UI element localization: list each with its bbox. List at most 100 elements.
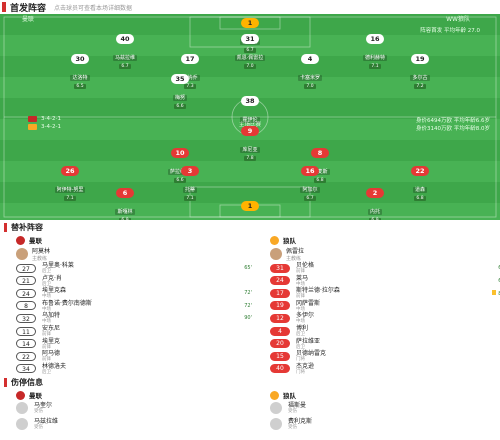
away-player[interactable]: 10 萨拉维亚 6.6	[150, 148, 210, 183]
sub-number: 8	[16, 301, 36, 311]
player-name: 达洛特	[70, 75, 90, 81]
sub-row[interactable]: 15 贝德纳雷克 门将	[270, 350, 500, 362]
player-number: 4	[301, 54, 319, 64]
away-player[interactable]: 6 斯嘎林 6.9	[95, 188, 155, 220]
injury-text: 马奎尔 受伤	[34, 402, 52, 414]
sub-text: 埃里克 前锋	[42, 338, 60, 350]
injury-row[interactable]: 费利克斯 受伤	[270, 418, 312, 430]
sub-number: 40	[270, 364, 290, 374]
away-player[interactable]: 22 道森 6.8	[390, 166, 450, 201]
player-rating: 7.2	[414, 84, 426, 89]
sub-in-minute: 65'	[244, 265, 252, 271]
player-number: 31	[241, 34, 259, 44]
injured-player-name: 马兹拉维	[34, 418, 59, 425]
away-player[interactable]: 16 阿加尔 6.7	[280, 166, 340, 201]
sub-row[interactable]: 22 阿马德 前锋	[16, 350, 256, 362]
injury-row[interactable]: 马奎尔 受伤	[16, 402, 52, 414]
player-name: 斯嘎林	[115, 209, 135, 215]
coach-avatar	[16, 248, 28, 260]
player-rating: 6.6	[174, 104, 186, 109]
sub-row[interactable]: 32 乌加特 中场 90'	[16, 312, 256, 324]
home-player[interactable]: 38霍伊伦6.9	[220, 96, 280, 131]
away-player[interactable]: 2 内托 6.9	[345, 188, 405, 220]
home-player[interactable]: 35 梅努 6.6	[150, 74, 210, 109]
player-number: 6	[116, 188, 134, 198]
home-player[interactable]: 19 多尔古 7.2	[390, 54, 450, 89]
injured-player-name: 马奎尔	[34, 402, 53, 409]
sub-text: 博利 后卫	[296, 325, 308, 337]
player-name: 霍伊伦	[240, 117, 260, 123]
sub-position: 前锋	[296, 294, 305, 300]
coach-role: 主教练	[286, 256, 302, 262]
away-player[interactable]: 8 戈麦斯 6.8	[290, 148, 350, 183]
injury-reason: 受伤	[34, 425, 43, 430]
sub-row[interactable]: 24 埃里克森 中场 72'	[16, 287, 256, 299]
sub-row[interactable]: 27 马里奥·科莱 后卫 65'	[16, 262, 256, 274]
sub-position: 前锋	[296, 269, 305, 274]
home-player[interactable]: 17 加纳乔 7.3	[160, 54, 220, 89]
sub-row[interactable]: 20 萨拉维亚 后卫	[270, 338, 500, 350]
sub-position: 后卫	[296, 332, 305, 337]
injury-text: 马兹拉维 受伤	[34, 418, 58, 430]
injury-row[interactable]: 福斯曼 受伤	[270, 402, 306, 414]
sub-row[interactable]: 40 杰克逊 门将	[270, 363, 500, 375]
away-player[interactable]: 3 托蒂 7.1	[160, 166, 220, 201]
sub-text: 莱马 中场	[296, 275, 308, 287]
player-number: 2	[366, 188, 384, 198]
pitch-stripe	[0, 161, 500, 182]
player-number: 35	[171, 74, 189, 84]
sub-position: 中场	[42, 306, 51, 312]
subs-title: 替补阵容	[11, 222, 43, 232]
injury-row[interactable]: 马兹拉维 受伤	[16, 418, 58, 430]
home-player[interactable]: 16 德利赫特 7.1	[345, 34, 405, 69]
sub-row[interactable]: 14 埃里克 前锋	[16, 338, 256, 350]
home-player[interactable]: 4 卡塞米罗 7.0	[280, 54, 340, 89]
away-player[interactable]: 1若泽·萨6.4	[220, 201, 280, 220]
injuries-title: 伤停信息	[11, 377, 43, 387]
sub-number: 20	[270, 339, 290, 349]
away-player[interactable]: 9 库尼亚 7.8	[220, 126, 280, 161]
sub-text: 马里奥·科莱 后卫	[42, 262, 74, 274]
sub-name: 萨拉维亚	[296, 337, 321, 345]
home-crest-icon	[16, 235, 25, 245]
player-number: 38	[241, 96, 259, 106]
sub-number: 12	[270, 313, 290, 323]
sub-name: 莱马	[296, 274, 309, 282]
sub-row[interactable]: 34 林德洛夫 后卫	[16, 363, 256, 375]
coach-name: 阿莫林	[32, 248, 51, 255]
subs-away-team-name: 狼队	[283, 237, 296, 245]
player-name: 阿加尔	[300, 187, 320, 193]
player-name: 加纳乔	[180, 75, 200, 81]
sub-row[interactable]: 11 安东尼 前锋	[16, 325, 256, 337]
player-rating: 7.0	[244, 64, 256, 69]
sub-row[interactable]: 21 卢克·肖 后卫	[16, 275, 256, 287]
home-player[interactable]: 30 达洛特 6.5	[50, 54, 110, 89]
sub-row[interactable]: 4 博利 后卫	[270, 325, 500, 337]
sub-number: 22	[16, 351, 36, 361]
sub-row[interactable]: 12 多伊尔 中场	[270, 312, 500, 324]
home-coach[interactable]: 阿莫林 主教练	[16, 246, 50, 262]
lineup-note: 阵容首发 平均年龄 27.0	[420, 28, 480, 34]
away-player[interactable]: 26 阿伊特-努里 7.1	[40, 166, 100, 201]
sub-row[interactable]: 19 冈萨雷斯 中场	[270, 300, 500, 312]
sub-row[interactable]: 8 布鲁诺·费尔南德斯 中场 72'	[16, 300, 256, 312]
injuries-home-team-name: 曼联	[29, 392, 42, 400]
sub-name: 乌加特	[42, 312, 61, 320]
home-player[interactable]: 40 马兹拉维 6.7	[95, 34, 155, 69]
home-player[interactable]: 31 凯恩·佩雷拉 7.0	[220, 34, 280, 69]
player-name: 道森	[412, 187, 427, 193]
away-coach[interactable]: 佩雷拉 主教练	[270, 246, 304, 262]
sub-number: 31	[270, 263, 290, 273]
injury-text: 费利克斯 受伤	[288, 418, 312, 430]
player-name: 梅努	[172, 95, 187, 101]
sub-number: 14	[16, 339, 36, 349]
lineup-header: 首发阵容 点击球员可查看本场详细数据	[0, 0, 500, 14]
player-rating: 6.9	[119, 218, 131, 220]
sub-name: 安东尼	[42, 325, 61, 332]
sub-position: 中场	[42, 319, 51, 325]
home-flag-icon	[28, 116, 37, 122]
player-number: 1	[241, 18, 259, 28]
